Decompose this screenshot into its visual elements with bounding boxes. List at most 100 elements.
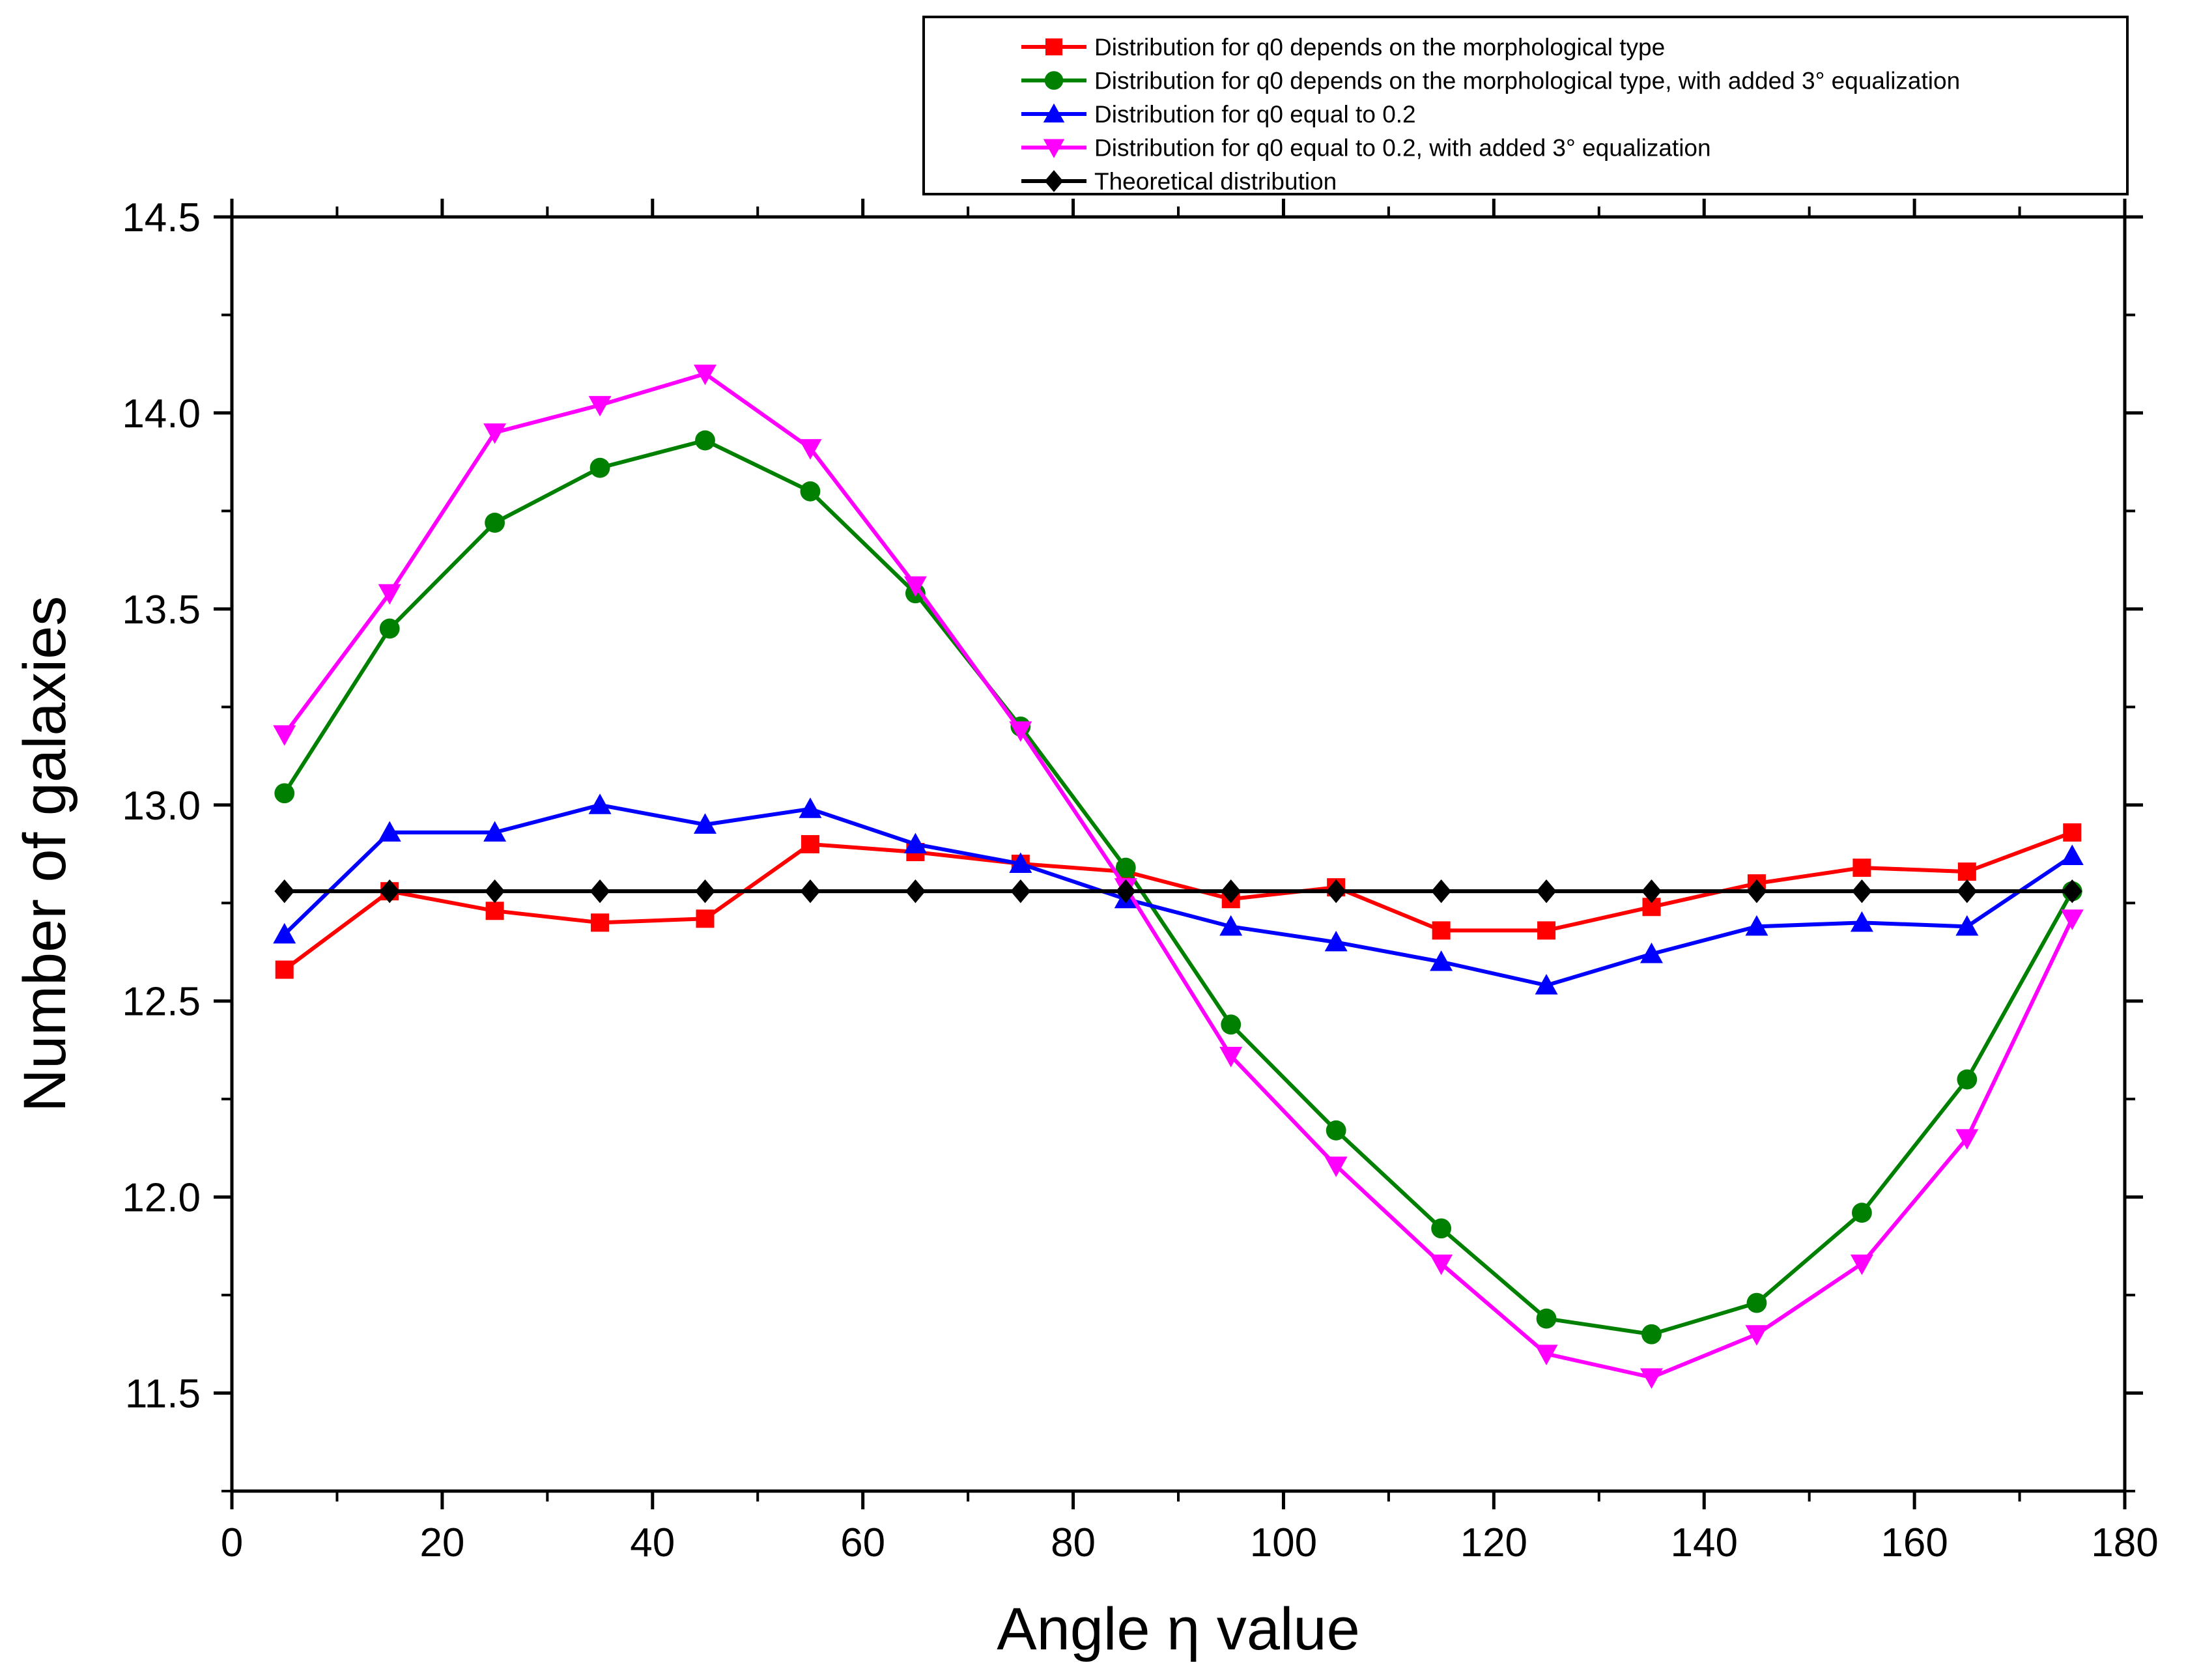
x-tick-label: 60 <box>840 1520 885 1565</box>
series-5-point <box>1957 879 1978 904</box>
series-5-point <box>589 879 610 904</box>
series-5-point <box>905 879 926 904</box>
series-2-point <box>1746 1292 1767 1313</box>
series-3-point <box>378 821 401 842</box>
legend-label: Distribution for q0 equal to 0.2 <box>1094 101 1416 128</box>
series-layer <box>273 364 2084 1389</box>
series-2-point <box>274 783 295 804</box>
legend-item-5: Theoretical distribution <box>1021 168 1337 195</box>
legend: Distribution for q0 depends on the morph… <box>922 16 2129 195</box>
legend-label: Theoretical distribution <box>1094 168 1337 195</box>
x-tick-label: 0 <box>221 1520 243 1565</box>
series-4-point <box>799 439 822 460</box>
series-4-point <box>903 576 927 597</box>
x-tick-label: 40 <box>630 1520 675 1565</box>
series-4-point <box>1850 1254 1873 1275</box>
series-4-point <box>2060 909 2084 930</box>
series-4-point <box>1535 1345 1558 1365</box>
series-1-point <box>801 834 819 853</box>
x-tick-label: 80 <box>1051 1520 1096 1565</box>
series-4-point <box>483 423 507 444</box>
legend-label: Distribution for q0 depends on the morph… <box>1094 34 1665 61</box>
x-tick-label: 120 <box>1460 1520 1527 1565</box>
series-3-point <box>799 797 822 818</box>
x-tick-label: 140 <box>1670 1520 1737 1565</box>
legend-item-2: Distribution for q0 depends on the morph… <box>1021 68 1960 94</box>
series-5-point <box>1115 879 1136 904</box>
x-tick-label: 160 <box>1881 1520 1948 1565</box>
legend-box <box>922 16 2129 195</box>
series-5-point <box>1221 879 1242 904</box>
series-1-point <box>591 913 610 932</box>
series-2-point <box>1115 857 1136 878</box>
series-5-point <box>1641 879 1662 904</box>
series-5-point <box>2062 879 2082 904</box>
series-1-point <box>696 909 715 928</box>
legend-swatch-marker <box>1043 103 1065 122</box>
legend-label: Distribution for q0 equal to 0.2, with a… <box>1094 135 1711 162</box>
series-4-point <box>1009 721 1032 742</box>
series-2-point <box>485 513 505 533</box>
series-3-point <box>1850 911 1873 932</box>
series-2-point <box>1641 1324 1662 1345</box>
axes-layer: 0 20 40 60 80 100 120 140 160 180 11.5 12.0 12.5 13.0… <box>122 195 2158 1565</box>
series-5-point <box>1746 879 1767 904</box>
series-3-point <box>1009 852 1032 874</box>
series-2-point <box>1326 1120 1346 1141</box>
legend-swatch-marker <box>1044 170 1064 192</box>
series-5-point <box>379 879 400 904</box>
series-1-point <box>1852 859 1871 877</box>
x-tick-label: 100 <box>1250 1520 1317 1565</box>
series-3-point <box>1535 974 1558 995</box>
series-4-point <box>1219 1046 1243 1068</box>
series-2-point <box>1221 1014 1242 1035</box>
series-1-point <box>275 960 294 979</box>
series-2-line <box>283 438 2074 1337</box>
series-3-point <box>588 793 612 814</box>
series-2-point <box>1957 1069 1978 1090</box>
legend-item-4: Distribution for q0 equal to 0.2, with a… <box>1021 135 1711 162</box>
series-3-point <box>2060 844 2084 866</box>
series-5-point <box>695 879 715 904</box>
series-2-point <box>1851 1203 1872 1223</box>
y-tick-label: 12.5 <box>122 980 201 1025</box>
series-4-point <box>1745 1325 1768 1346</box>
legend-item-3: Distribution for q0 equal to 0.2 <box>1021 101 1416 128</box>
series-1-point <box>1432 921 1451 940</box>
series-3 <box>273 793 2084 995</box>
series-5-point <box>1851 879 1872 904</box>
series-5-point <box>1431 879 1452 904</box>
series-4-line <box>283 371 2074 1380</box>
series-2-point <box>379 618 400 639</box>
y-axis-title: Number of galaxies <box>12 596 78 1113</box>
series-4-point <box>588 395 612 417</box>
x-tick-label: 180 <box>2091 1520 2158 1565</box>
series-3-point <box>694 813 717 834</box>
series-3-point <box>1219 915 1243 936</box>
legend-item-1: Distribution for q0 depends on the morph… <box>1021 34 1665 61</box>
x-axis-title: Angle η value <box>997 1596 1360 1662</box>
series-1-point <box>485 902 504 920</box>
series-4 <box>273 364 2084 1389</box>
series-3-point <box>273 922 296 944</box>
series-5-point <box>274 879 295 904</box>
y-tick-label: 13.0 <box>122 784 201 829</box>
legend-swatch-marker <box>1043 139 1065 158</box>
series-4-point <box>273 725 296 746</box>
series-4-point <box>1640 1368 1663 1389</box>
legend-label: Distribution for q0 depends on the morph… <box>1094 68 1960 94</box>
series-5-point <box>485 879 505 904</box>
series-1-point <box>2063 823 2082 842</box>
series-5 <box>274 879 2082 904</box>
legend-swatch-marker <box>1044 71 1064 90</box>
series-2-point <box>589 457 610 478</box>
y-tick-label: 13.5 <box>122 588 201 633</box>
y-tick-label: 14.5 <box>122 195 201 240</box>
series-3-point <box>1745 915 1768 936</box>
series-5-point <box>1010 879 1031 904</box>
series-4-point <box>1955 1129 1979 1150</box>
series-3-line <box>283 803 2073 988</box>
y-tick-label: 11.5 <box>125 1372 201 1417</box>
legend-swatch-marker <box>1045 38 1062 55</box>
